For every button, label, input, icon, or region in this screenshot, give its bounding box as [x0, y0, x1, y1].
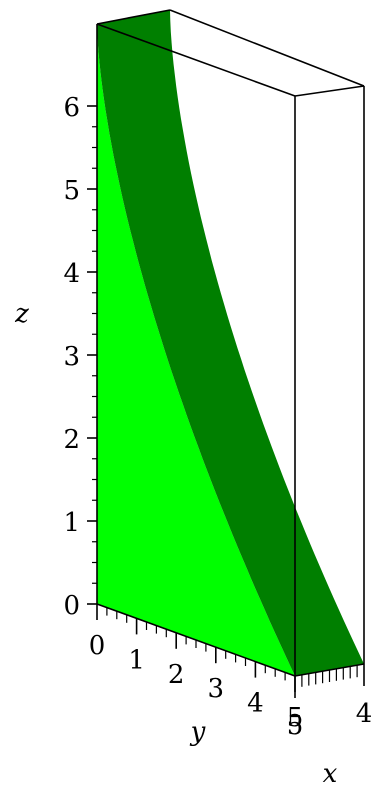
z-tick-label: 3 [63, 342, 80, 372]
y-tick-label: 2 [168, 660, 185, 690]
y-tick-label: 0 [89, 631, 106, 661]
x-tick-label: 5 [287, 711, 304, 741]
z-tick-label: 1 [63, 508, 80, 538]
y-tick-label: 3 [208, 674, 225, 704]
x-axis-title: x [323, 759, 338, 789]
z-tick-label: 5 [63, 176, 80, 206]
z-axis-title: z [14, 299, 29, 329]
y-axis-title: y [190, 717, 206, 747]
z-tick-label: 2 [63, 425, 80, 455]
y-tick-label: 1 [128, 645, 145, 675]
box-edge [96, 9, 171, 25]
box-edge [294, 85, 365, 97]
x-tick-label: 4 [356, 699, 373, 729]
z-tick-label: 6 [63, 93, 80, 123]
y-tick-label: 5 [287, 703, 304, 733]
surface-geometry [96, 9, 365, 677]
box-edge [169, 9, 365, 87]
front-face [97, 24, 295, 676]
axis-ticks [87, 105, 365, 698]
y-tick-label: 4 [247, 689, 264, 719]
box-edge [96, 23, 296, 97]
z-tick-label: 4 [63, 259, 80, 289]
curved-surface [97, 10, 364, 676]
axis-titles: z y x [14, 299, 338, 789]
z-tick-label: 0 [63, 591, 80, 621]
